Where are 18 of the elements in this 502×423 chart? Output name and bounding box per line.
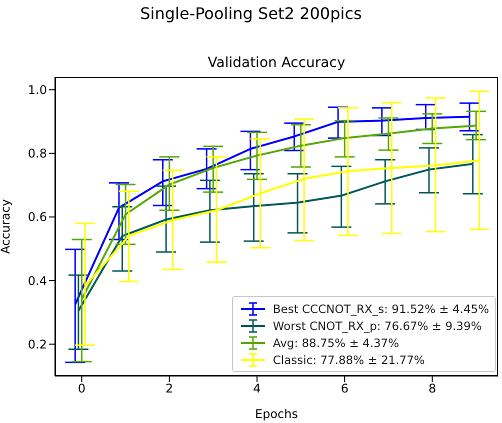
y-tick-label: 0.4 [28, 274, 47, 288]
x-axis-title: Epochs [255, 407, 298, 421]
y-tick-label: 0.8 [28, 146, 47, 161]
x-tick-label: 2 [166, 382, 174, 396]
x-tick-label: 8 [428, 382, 436, 396]
x-tick-label: 6 [340, 382, 348, 396]
chart-title: Single-Pooling Set2 200pics [139, 4, 363, 23]
legend-label: Avg: 88.75% ± 4.37% [272, 336, 400, 350]
legend-label: Classic: 77.88% ± 21.77% [272, 352, 425, 366]
legend-label: Worst CNOT_RX_p: 76.67% ± 9.39% [272, 318, 482, 332]
chart-subtitle: Validation Accuracy [206, 55, 346, 71]
x-tick-label: 4 [253, 382, 261, 396]
y-axis-title: Accuracy [0, 199, 12, 254]
y-tick-label: 0.2 [28, 337, 47, 352]
y-tick-label: 1.0 [28, 82, 47, 97]
y-tick-label: 0.6 [28, 210, 47, 224]
legend-label: Best CCCNOT_RX_s: 91.52% ± 4.45% [272, 302, 489, 316]
x-tick-label: 0 [78, 382, 86, 396]
